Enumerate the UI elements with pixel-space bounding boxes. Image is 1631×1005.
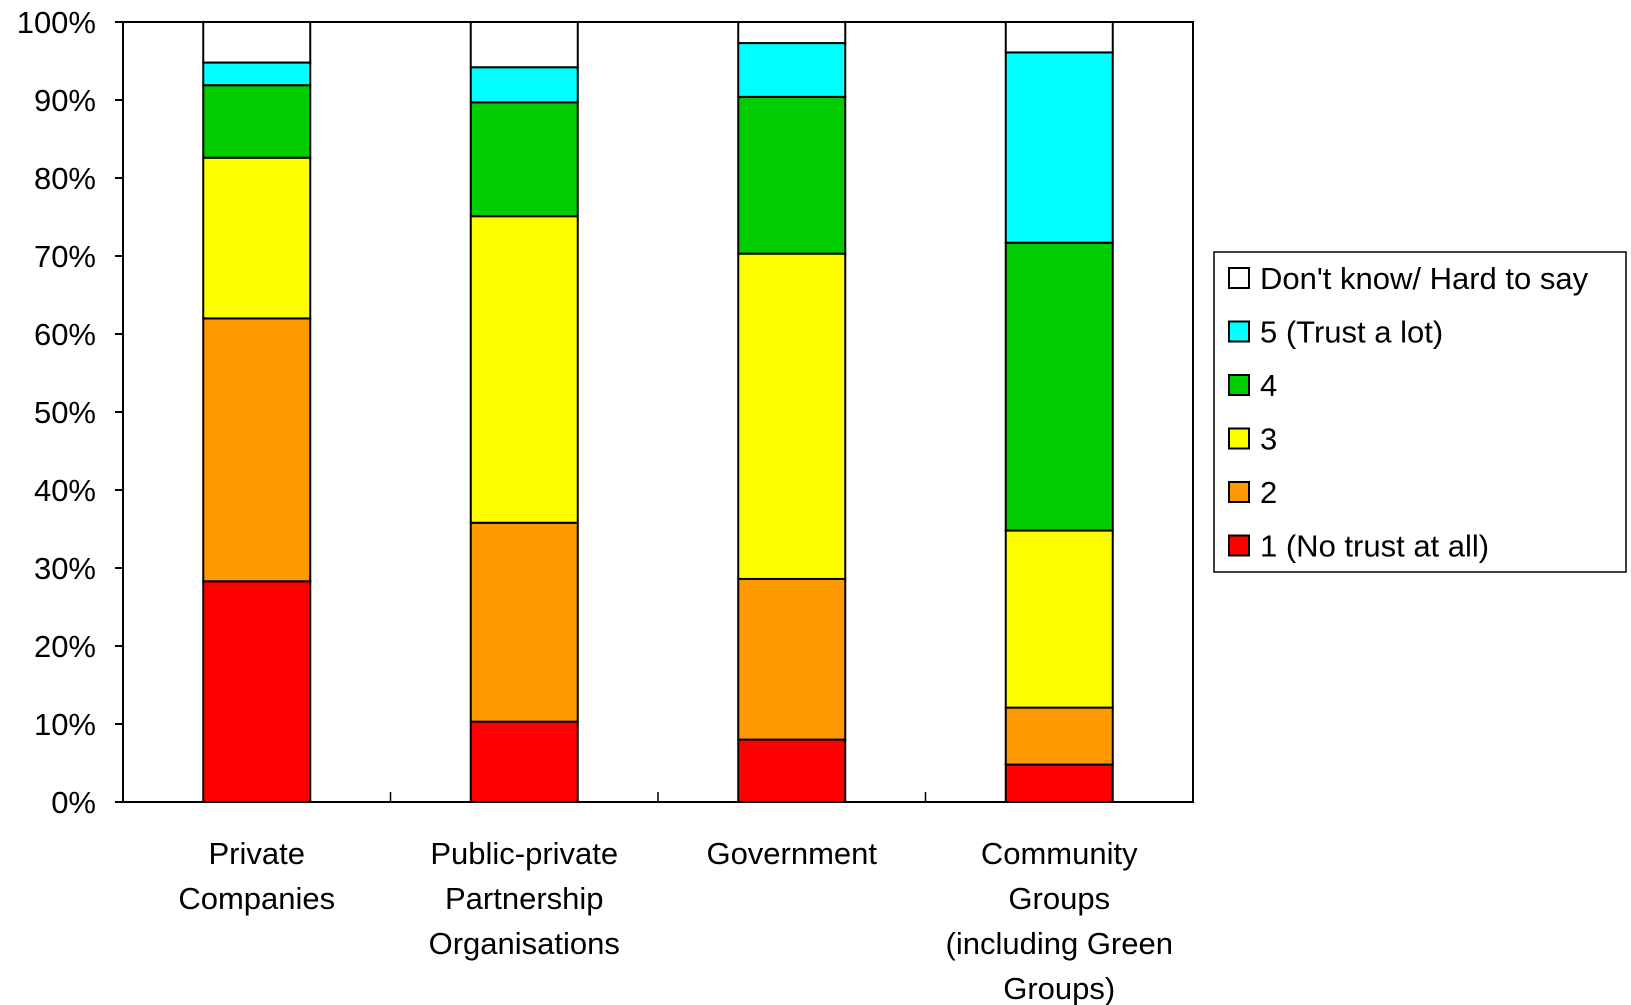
- legend-swatch: [1228, 534, 1250, 557]
- y-tick-label: 0%: [51, 785, 96, 820]
- y-tick-label: 80%: [34, 161, 96, 196]
- x-category-label-line: Community: [981, 836, 1138, 871]
- x-category-label: Public-private Partnership Organisations: [429, 836, 620, 961]
- legend-swatch: [1228, 427, 1250, 450]
- y-tick-label: 10%: [34, 707, 96, 742]
- bar-segment: [202, 156, 312, 320]
- x-category-label-line: Organisations: [429, 926, 620, 961]
- x-category-label-line: Partnership: [445, 881, 604, 916]
- legend-swatch: [1228, 267, 1250, 289]
- x-category-label-line: Government: [706, 836, 877, 871]
- bar-segment: [737, 95, 847, 255]
- bar-stacks: [202, 21, 1114, 804]
- bar-segment: [1004, 706, 1114, 766]
- x-category-label-line: Private: [209, 836, 305, 871]
- legend-label: 4: [1260, 368, 1277, 403]
- bar-segment: [469, 720, 579, 803]
- legend-label: 5 (Trust a lot): [1260, 315, 1443, 350]
- bar-segment: [1004, 763, 1114, 803]
- y-tick-label: 30%: [34, 551, 96, 586]
- legend: Don't know/ Hard to say 5 (Trust a lot) 4 3…: [1213, 251, 1627, 573]
- legend-box: [1213, 251, 1627, 573]
- bar-segment: [469, 521, 579, 723]
- bar-segment: [202, 580, 312, 804]
- bar-segment: [469, 215, 579, 524]
- bar-segment: [1004, 529, 1114, 709]
- y-axis: 0% 10% 20% 30% 40% 50% 60% 70% 80% 90% 100%: [17, 5, 123, 820]
- bar-segment: [469, 66, 579, 104]
- bar-segment: [1004, 51, 1114, 244]
- bar-segment: [202, 317, 312, 583]
- y-tick-label: 50%: [34, 395, 96, 430]
- legend-label: Don't know/ Hard to say: [1260, 261, 1589, 296]
- x-category-label-line: Groups): [1003, 971, 1115, 1005]
- legend-label: 3: [1260, 422, 1277, 457]
- y-tick-label: 60%: [34, 317, 96, 352]
- legend-label: 1 (No trust at all): [1260, 529, 1489, 564]
- y-tick-label: 90%: [34, 83, 96, 118]
- x-category-label-line: Groups: [1008, 881, 1110, 916]
- x-category-label: Government: [706, 836, 877, 871]
- bar-segment: [737, 577, 847, 741]
- legend-label: 2: [1260, 475, 1277, 510]
- x-category-label-line: (including Green: [946, 926, 1173, 961]
- bar-segment: [469, 21, 579, 69]
- x-axis: Private Companies Public-private Partnershi…: [178, 792, 1173, 1005]
- bar-segment: [1004, 241, 1114, 532]
- x-category-label: Private Companies: [178, 836, 335, 916]
- y-tick-label: 70%: [34, 239, 96, 274]
- y-tick-label: 20%: [34, 629, 96, 664]
- bar-segment: [202, 21, 312, 64]
- bar-segment: [202, 84, 312, 159]
- legend-swatch: [1228, 320, 1250, 343]
- y-tick-label: 40%: [34, 473, 96, 508]
- legend-swatch: [1228, 374, 1250, 396]
- x-category-label-line: Public-private: [430, 836, 618, 871]
- bar-segment: [737, 21, 847, 45]
- bar-segment: [737, 738, 847, 803]
- bar-segment: [737, 42, 847, 98]
- x-category-label: Community Groups (including Green Groups): [946, 836, 1173, 1005]
- bar-segment: [469, 101, 579, 218]
- y-tick-label: 100%: [17, 5, 96, 40]
- bar-segment: [737, 252, 847, 580]
- x-category-label-line: Companies: [178, 881, 335, 916]
- legend-swatch: [1228, 481, 1250, 503]
- bar-segment: [202, 61, 312, 87]
- bar-segment: [1004, 21, 1114, 54]
